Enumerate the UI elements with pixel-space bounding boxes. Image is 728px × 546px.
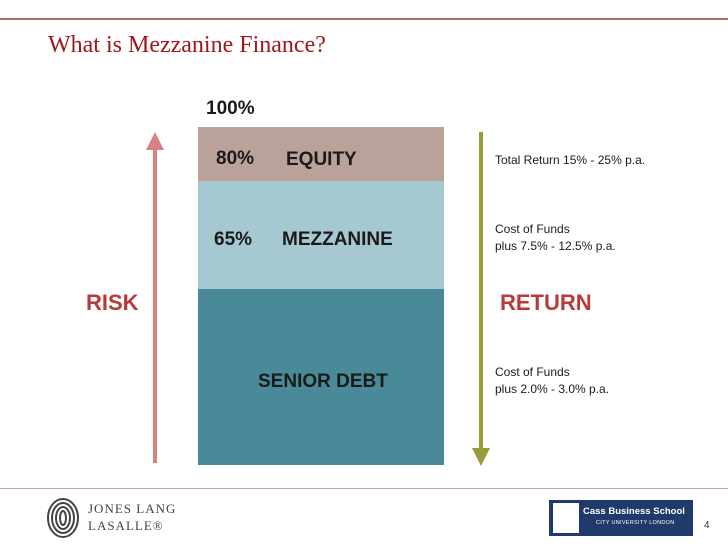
- return-label: RETURN: [500, 290, 592, 315]
- page-number: 4: [704, 520, 710, 531]
- return-note-mezzanine: Cost of Funds plus 7.5% - 12.5% p.a.: [495, 222, 616, 253]
- band-equity: 80% EQUITY: [198, 127, 444, 181]
- percent-label-80: 80%: [216, 148, 255, 169]
- slide-title: What is Mezzanine Finance?: [48, 32, 326, 58]
- return-note-senior-debt: Cost of Funds plus 2.0% - 3.0% p.a.: [495, 365, 610, 396]
- return-arrow: [472, 132, 490, 466]
- percent-label-65: 65%: [214, 229, 253, 250]
- cass-business-school-logo: Cass Business School CITY UNIVERSITY LON…: [549, 500, 693, 536]
- return-note-equity: Total Return 15% - 25% p.a.: [495, 153, 646, 167]
- header-rule: [0, 18, 728, 20]
- band-equity-label: EQUITY: [286, 149, 357, 170]
- cass-crest-icon: [553, 503, 579, 533]
- jll-wordmark: JONES LANG LASALLE®: [88, 501, 177, 533]
- jll-logo-icon: [47, 498, 79, 538]
- band-mezzanine-label: MEZZANINE: [282, 229, 393, 250]
- band-senior-debt: SENIOR DEBT: [198, 289, 444, 465]
- capital-stack: 80% EQUITY 65% MEZZANINE SENIOR DEBT: [198, 127, 444, 465]
- band-mezzanine: 65% MEZZANINE: [198, 181, 444, 289]
- risk-label: RISK: [86, 290, 139, 315]
- band-senior-debt-label: SENIOR DEBT: [258, 371, 388, 392]
- footer-rule: [0, 488, 728, 489]
- risk-arrow: [146, 132, 164, 463]
- percent-label-100: 100%: [206, 98, 255, 119]
